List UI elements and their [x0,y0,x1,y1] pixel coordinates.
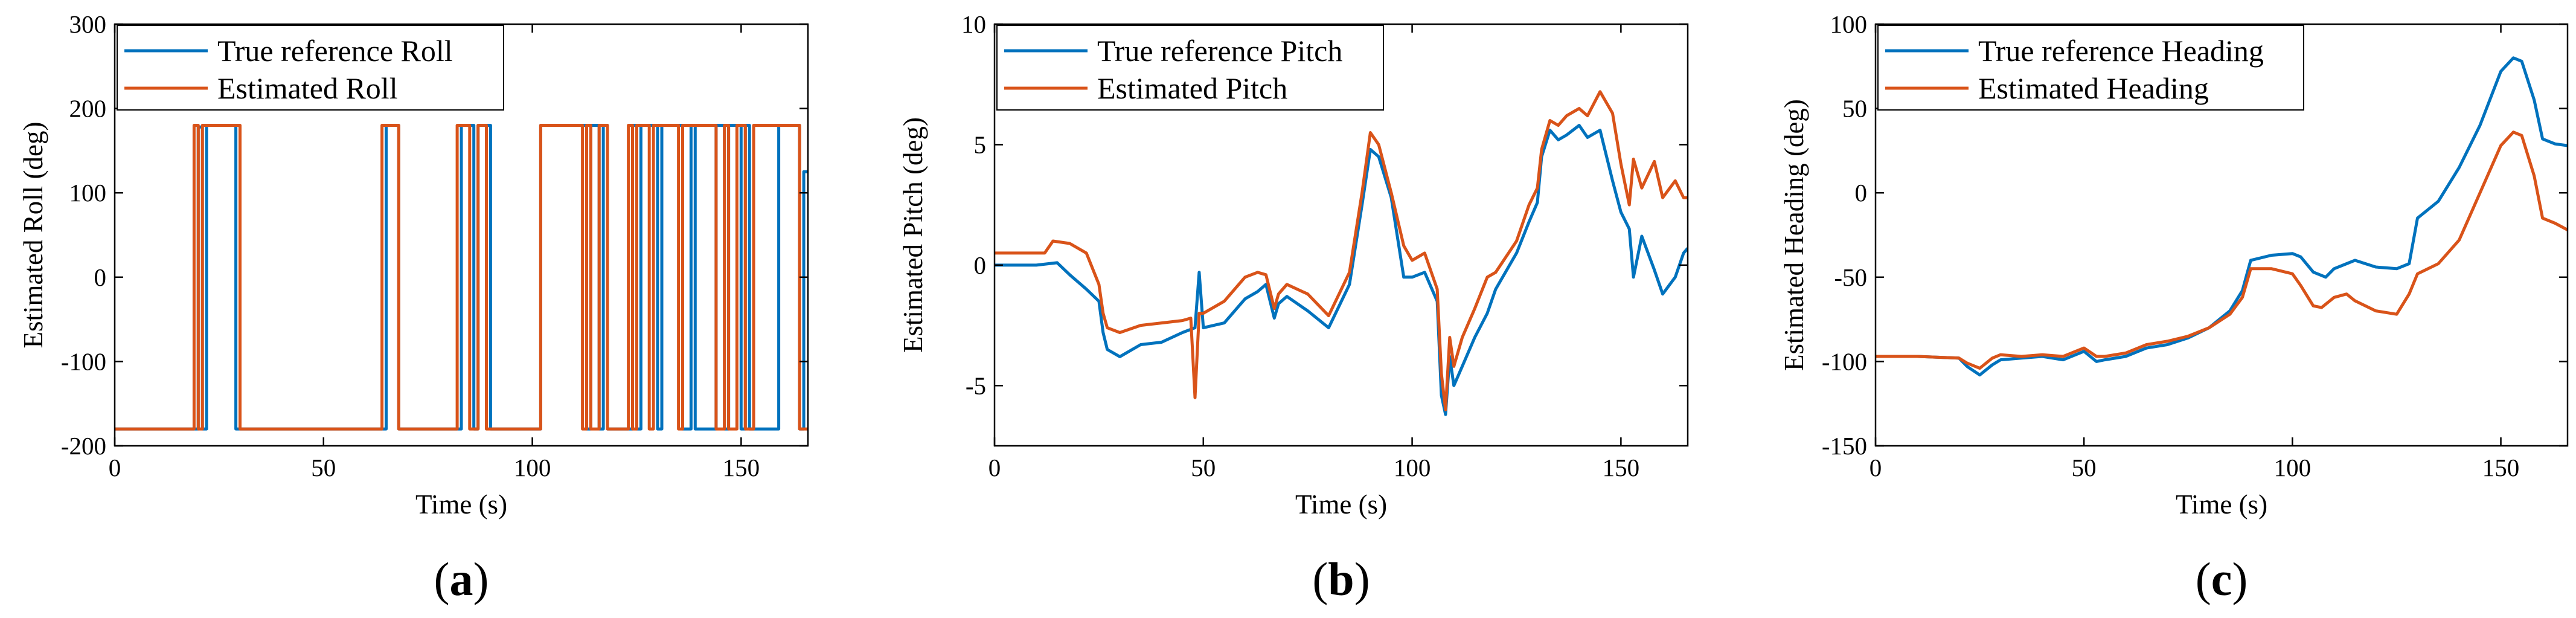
y-tick-label: 0 [1855,179,1868,207]
panel-label: (c) [2196,553,2248,605]
chart-panel-a: 0 50 100 150 -200 -100 0 100 200 300 Time (s) Estim… [18,10,809,605]
legend-entry-estimated: Estimated Heading [1978,71,2209,105]
y-tick-label: 10 [961,10,986,38]
plot-frame [1874,23,2569,447]
y-tick-label: -100 [61,347,106,375]
x-tick-label: 50 [311,454,336,481]
x-tick-label: 100 [514,454,551,481]
x-axis-label: Time (s) [1295,489,1387,520]
y-tick-label: -150 [1822,432,1867,460]
legend-entry-estimated: Estimated Pitch [1097,71,1287,105]
x-tick-label: 150 [723,454,760,481]
y-tick-label: -100 [1822,347,1867,375]
panel-label: (b) [1312,553,1370,605]
y-tick-label: -200 [61,432,106,460]
legend-entry-reference: True reference Roll [217,34,453,68]
y-tick-label: 300 [69,10,107,38]
y-axis-label: Estimated Roll (deg) [18,122,48,349]
y-tick-label: 100 [69,179,107,207]
legend-box [1877,25,2304,111]
legend-entry-reference: True reference Heading [1978,34,2264,68]
y-tick-label: -5 [966,372,986,399]
chart-panel-c: 0 50 100 150 -150 -100 -50 0 50 100 Time (s) Estima… [1779,10,2569,605]
x-tick-label: 50 [2072,454,2097,481]
x-tick-label: 0 [1870,454,1882,481]
x-tick-label: 100 [2274,454,2312,481]
y-tick-label: 200 [69,95,107,123]
y-axis-label: Estimated Heading (deg) [1779,99,1809,371]
x-tick-label: 150 [1603,454,1640,481]
y-tick-label: -50 [1834,263,1867,291]
x-tick-label: 0 [988,454,1001,481]
legend-entry-estimated: Estimated Roll [217,71,398,105]
series-line-reference [995,124,1688,416]
y-tick-label: 100 [1830,10,1868,38]
y-tick-label: 5 [974,130,987,158]
series-line-estimated [1876,130,2568,370]
panel-label: (a) [434,553,489,605]
x-tick-label: 150 [2482,454,2520,481]
series-line-reference [115,124,808,431]
series-line-estimated [995,90,1688,411]
x-tick-label: 50 [1191,454,1216,481]
y-tick-label: 0 [94,263,107,291]
plot-frame [993,23,1689,447]
legend-entry-reference: True reference Pitch [1097,34,1342,68]
series-line-estimated [115,124,808,431]
x-tick-label: 0 [109,454,121,481]
x-axis-label: Time (s) [415,489,507,520]
x-tick-label: 100 [1394,454,1431,481]
y-tick-label: 50 [1842,95,1867,123]
y-tick-label: 0 [974,251,987,279]
x-axis-label: Time (s) [2176,489,2267,520]
plot-frame [114,23,809,447]
series-line-reference [1876,56,2568,377]
legend-box [996,25,1384,111]
chart-panel-b: 0 50 100 150 -5 0 5 10 Time (s) Estimated Pitch (… [898,10,1689,605]
y-axis-label: Estimated Pitch (deg) [898,117,928,353]
legend-box [117,25,504,111]
